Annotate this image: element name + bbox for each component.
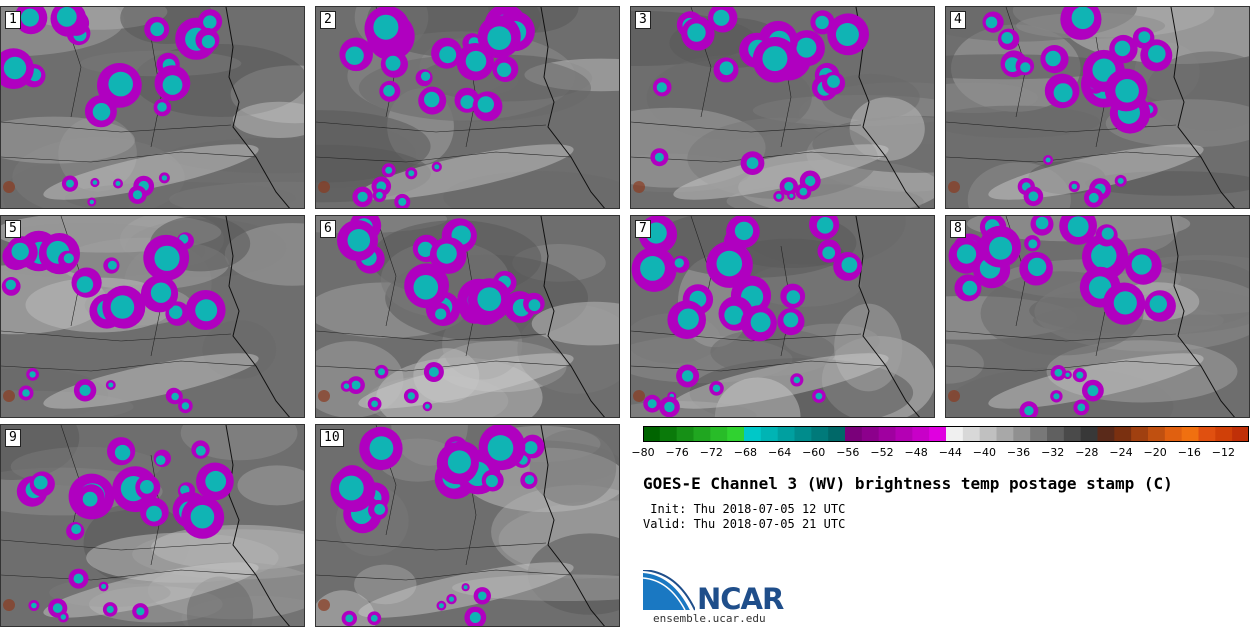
ncar-logo-icon <box>643 570 695 611</box>
colorbar-swatch <box>979 426 997 442</box>
ensemble-member-panel: 10 <box>315 424 620 627</box>
colorbar-tick-label: −16 <box>1177 446 1201 459</box>
panel-number-label: 7 <box>635 220 651 238</box>
ensemble-member-panel: 8 <box>945 215 1250 418</box>
panel-number-label: 4 <box>950 11 966 29</box>
colorbar-tick-label: −32 <box>1041 446 1065 459</box>
ncar-logo-text: NCAR <box>697 582 784 616</box>
ensemble-member-panel: 7 <box>630 215 935 418</box>
panel-number-label: 9 <box>5 429 21 447</box>
colorbar-swatch <box>727 426 745 442</box>
colorbar-swatch <box>996 426 1014 442</box>
colorbar-swatch <box>760 426 779 442</box>
colorbar-swatch <box>946 426 964 442</box>
colorbar-swatch <box>643 426 661 442</box>
colorbar-swatch <box>659 426 678 442</box>
colorbar-swatch <box>1164 426 1183 442</box>
colorbar-swatch <box>895 426 913 442</box>
colorbar-swatch <box>1181 426 1199 442</box>
colorbar-swatch <box>811 426 829 442</box>
colorbar-swatch <box>1114 426 1132 442</box>
panel-number-label: 5 <box>5 220 21 238</box>
colorbar-tick-label: −28 <box>1075 446 1099 459</box>
colorbar-swatch <box>1030 426 1048 442</box>
colorbar-tick-label: −20 <box>1143 446 1167 459</box>
colorbar-swatch <box>1080 426 1098 442</box>
colorbar-tick-label: −24 <box>1109 446 1133 459</box>
colorbar-swatch <box>710 426 728 442</box>
ensemble-member-panel: 6 <box>315 215 620 418</box>
colorbar-tick-label: −76 <box>665 446 689 459</box>
colorbar-swatch <box>1198 426 1216 442</box>
colorbar-swatch <box>1148 426 1166 442</box>
panel-number-label: 2 <box>320 11 336 29</box>
colorbar-swatch <box>794 426 812 442</box>
init-time: Init: Thu 2018-07-05 12 UTC <box>643 502 846 516</box>
colorbar-swatch <box>693 426 711 442</box>
colorbar-swatch <box>744 426 762 442</box>
ensemble-member-panel: 2 <box>315 6 620 209</box>
colorbar-swatch <box>845 426 863 442</box>
colorbar-tick-label: −60 <box>802 446 826 459</box>
colorbar-tick-label: −44 <box>938 446 962 459</box>
colorbar-swatch <box>828 426 846 442</box>
colorbar-swatch <box>1131 426 1149 442</box>
panel-number-label: 8 <box>950 220 966 238</box>
colorbar-swatch <box>861 426 880 442</box>
ensemble-member-panel: 5 <box>0 215 305 418</box>
ensemble-member-panel: 9 <box>0 424 305 627</box>
colorbar-tick-label: −80 <box>631 446 655 459</box>
valid-time: Valid: Thu 2018-07-05 21 UTC <box>643 517 846 531</box>
colorbar-swatch <box>929 426 947 442</box>
colorbar-tick-label: −36 <box>1006 446 1031 459</box>
panel-number-label: 1 <box>5 11 21 29</box>
colorbar-tick-label: −72 <box>699 446 723 459</box>
figure-title: GOES-E Channel 3 (WV) brightness temp po… <box>643 474 1173 493</box>
colorbar-tick-label: −68 <box>733 446 757 459</box>
colorbar-tick-label: −64 <box>767 446 792 459</box>
ensemble-member-panel: 3 <box>630 6 935 209</box>
site-url: ensemble.ucar.edu <box>653 612 766 625</box>
colorbar-swatch <box>1215 426 1233 442</box>
colorbar-swatch <box>777 426 795 442</box>
panel-number-label: 6 <box>320 220 336 238</box>
colorbar-swatch <box>1063 426 1082 442</box>
colorbar-swatch <box>962 426 981 442</box>
colorbar-tick-label: −12 <box>1211 446 1235 459</box>
colorbar-swatch <box>1047 426 1065 442</box>
colorbar-swatch <box>912 426 930 442</box>
colorbar-tick-label: −52 <box>870 446 894 459</box>
colorbar-swatch <box>1097 426 1115 442</box>
ensemble-member-panel: 4 <box>945 6 1250 209</box>
colorbar-tick-label: −40 <box>972 446 996 459</box>
colorbar-swatch <box>676 426 694 442</box>
panel-number-label: 3 <box>635 11 651 29</box>
colorbar-swatch <box>1013 426 1031 442</box>
colorbar-swatch <box>878 426 896 442</box>
ensemble-member-panel: 1 <box>0 6 305 209</box>
colorbar-tick-label: −48 <box>904 446 928 459</box>
colorbar-swatch <box>1232 426 1249 442</box>
colorbar <box>643 426 1249 442</box>
colorbar-tick-label: −56 <box>836 446 860 459</box>
panel-number-label: 10 <box>320 429 344 447</box>
